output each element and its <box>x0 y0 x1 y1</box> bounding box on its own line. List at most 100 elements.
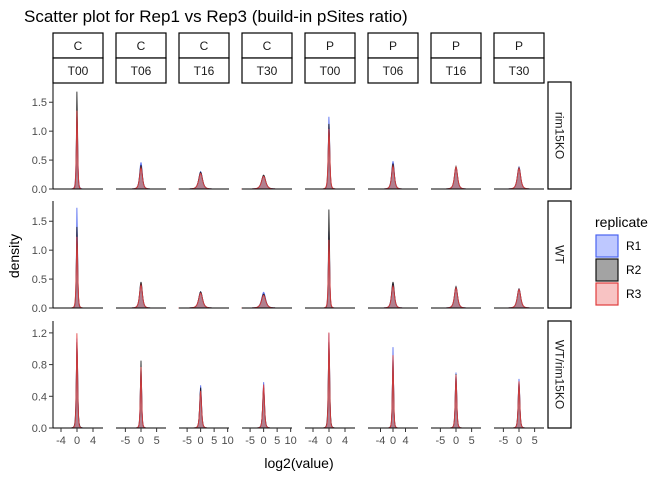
density-curve-r3 <box>431 286 481 309</box>
column-strip-label: C <box>263 39 272 53</box>
row-strip-label: WT <box>553 245 567 264</box>
x-tick-label: -5 <box>245 435 255 447</box>
row-strip-label: rim15KO <box>553 112 567 159</box>
column-strip-label: C <box>74 39 83 53</box>
y-tick-label: 0.0 <box>32 184 47 196</box>
column-strip-label: T16 <box>194 64 215 78</box>
x-tick-label: -5 <box>182 435 192 447</box>
row-strip-label: WT/rim15KO <box>553 340 567 409</box>
legend-label: R2 <box>626 263 642 277</box>
x-tick-label: 0 <box>198 435 204 447</box>
column-strip-box <box>52 57 104 84</box>
column-strip-label: P <box>515 39 523 53</box>
x-tick-label: 0 <box>390 435 396 447</box>
x-tick-label: 0 <box>74 435 80 447</box>
column-strip-label: C <box>200 39 209 53</box>
column-strip-label: P <box>389 39 397 53</box>
row-strip-box <box>547 81 572 190</box>
column-strip-label: P <box>326 39 334 53</box>
y-tick-label: 0.0 <box>32 423 47 435</box>
x-tick-label: 5 <box>274 435 280 447</box>
density-curve-r3 <box>116 283 166 309</box>
density-curve-r3 <box>179 390 229 429</box>
x-tick-label: 5 <box>469 435 475 447</box>
density-curve-r3 <box>368 164 418 190</box>
column-strip-box <box>241 57 293 84</box>
density-curve-r1 <box>242 382 292 429</box>
density-curve-r3 <box>494 381 544 429</box>
density-curve-r3 <box>53 333 103 429</box>
density-curve-r3 <box>116 366 166 429</box>
x-tick-label: -5 <box>498 435 508 447</box>
y-tick-label: 0.5 <box>32 155 47 167</box>
column-strip-label: T06 <box>383 64 404 78</box>
column-strip-box <box>304 57 356 84</box>
column-strip-label: T30 <box>257 64 278 78</box>
x-tick-label: 0 <box>453 435 459 447</box>
column-strip-box <box>430 57 482 84</box>
x-tick-label: 4 <box>342 435 348 447</box>
density-curve-r3 <box>53 110 103 190</box>
density-curve-r3 <box>368 284 418 309</box>
column-strip-box <box>178 57 230 84</box>
legend-key-r1 <box>595 234 619 258</box>
column-strip-label: P <box>452 39 460 53</box>
y-axis-title: density <box>6 234 22 278</box>
density-curve-r3 <box>241 294 292 309</box>
x-tick-label: -5 <box>120 435 130 447</box>
x-axis-title: log2(value) <box>264 455 333 471</box>
x-tick-label: 10 <box>222 435 234 447</box>
density-curve-r2 <box>179 387 229 429</box>
column-strip-label: T00 <box>320 64 341 78</box>
legend-key-r2 <box>595 258 619 282</box>
density-curve-r3 <box>494 167 544 190</box>
row-strip-box <box>547 320 572 429</box>
y-tick-label: 1.5 <box>32 97 47 109</box>
density-curve-r3 <box>431 374 481 429</box>
column-strip-label: T00 <box>68 64 89 78</box>
y-tick-label: 0.0 <box>32 303 47 315</box>
x-tick-label: 4 <box>402 435 408 447</box>
column-strip-label: C <box>137 39 146 53</box>
x-tick-label: 0 <box>326 435 332 447</box>
legend: replicate R1 R2 R3 <box>595 214 648 306</box>
x-tick-label: -4 <box>376 435 386 447</box>
density-curve-r1 <box>179 385 229 429</box>
x-tick-label: 0 <box>261 435 267 447</box>
x-tick-label: 4 <box>90 435 96 447</box>
y-tick-label: 1.2 <box>32 328 47 340</box>
legend-label: R1 <box>626 239 642 253</box>
density-curve-r3 <box>241 175 292 190</box>
facet-grid: C C C C P P P P T00 T06 T16 T30 T00 T06 T16 T30 rim15KO W… <box>32 32 572 447</box>
legend-label: R3 <box>626 287 642 301</box>
y-tick-label: 1.0 <box>32 126 47 138</box>
density-curve-r3 <box>305 332 355 429</box>
column-strip-box <box>367 32 419 59</box>
column-strip-label: T16 <box>446 64 467 78</box>
density-curve-r3 <box>178 292 229 309</box>
row-strip-box <box>547 200 572 309</box>
x-tick-label: 5 <box>532 435 538 447</box>
density-curve-r3 <box>431 165 481 190</box>
y-tick-label: 0.5 <box>32 274 47 286</box>
y-tick-label: 1.0 <box>32 245 47 257</box>
x-tick-label: 0 <box>138 435 144 447</box>
density-curve-r3 <box>53 236 103 309</box>
density-curve-r3 <box>116 166 166 190</box>
x-tick-label: -4 <box>56 435 66 447</box>
column-strip-label: T30 <box>509 64 530 78</box>
column-strip-box <box>493 57 545 84</box>
density-curve-r3 <box>178 172 229 190</box>
y-tick-label: 1.5 <box>32 216 47 228</box>
legend-key-r3 <box>595 282 619 306</box>
column-strip-box <box>115 57 167 84</box>
x-tick-label: 5 <box>211 435 217 447</box>
density-curve-r3 <box>368 355 418 429</box>
column-strip-box <box>241 32 293 59</box>
column-strip-box <box>52 32 104 59</box>
y-tick-label: 0.4 <box>32 391 47 403</box>
density-curve-r3 <box>242 384 292 429</box>
x-tick-label: 5 <box>154 435 160 447</box>
x-tick-label: 0 <box>516 435 522 447</box>
